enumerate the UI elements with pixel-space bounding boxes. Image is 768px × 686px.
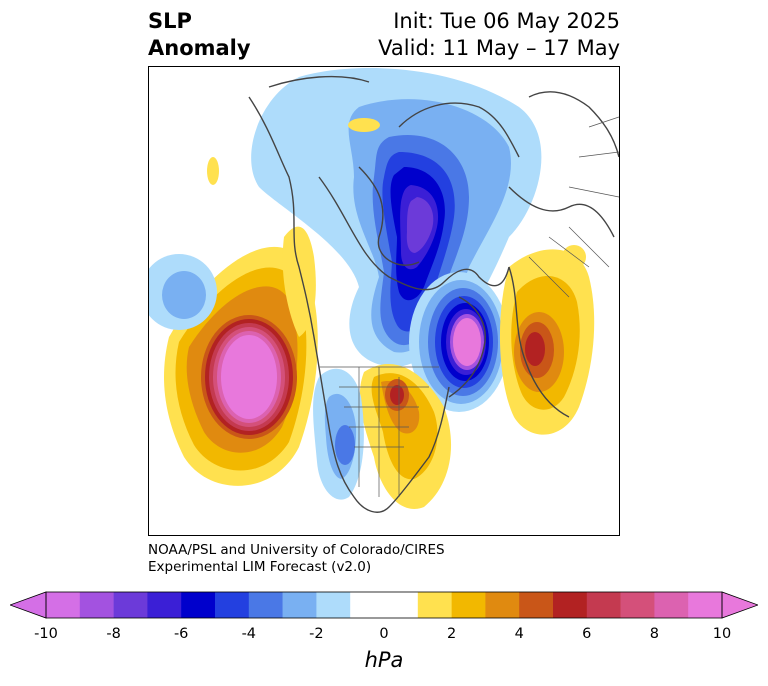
- valid-date-label: Valid: 11 May – 17 May: [378, 36, 620, 60]
- colorbar-bin: [654, 592, 689, 618]
- colorbar-bin: [181, 592, 216, 618]
- colorbar-tick-label: 0: [379, 626, 389, 642]
- colorbar-bin: [46, 592, 81, 618]
- colorbar-tick-label: 10: [712, 626, 732, 642]
- colorbar-bin: [688, 592, 723, 618]
- colorbar: [10, 591, 758, 619]
- credit-line-1: NOAA/PSL and University of Colorado/CIRE…: [148, 542, 445, 558]
- europe-high: [499, 249, 595, 435]
- colorbar-tick-label: 2: [446, 626, 457, 642]
- title-line-slp: SLP: [148, 9, 192, 33]
- credit-text: NOAA/PSL and University of Colorado/CIRE…: [148, 542, 445, 576]
- colorbar-tick-label: -10: [34, 626, 58, 642]
- central-us-low: [313, 368, 364, 500]
- credit-line-2: Experimental LIM Forecast (v2.0): [148, 559, 372, 575]
- colorbar-tick-label: -6: [173, 626, 189, 642]
- title-line-anomaly: Anomaly: [148, 36, 251, 60]
- west-pacific-low: [149, 254, 217, 330]
- colorbar-under-arrow: [10, 591, 47, 619]
- colorbar-ticks: -10 -8 -6 -4 -2 0 2 4 6 8 10: [0, 626, 768, 646]
- colorbar-bin: [350, 592, 419, 618]
- map-canvas: [149, 68, 619, 513]
- colorbar-tick-label: -2: [309, 626, 324, 642]
- colorbar-tick-label: 8: [649, 626, 660, 642]
- colorbar-bin: [248, 592, 283, 618]
- forecast-dates: Init: Tue 06 May 2025 Valid: 11 May – 17…: [378, 8, 620, 62]
- arctic-small-high: [348, 118, 380, 132]
- map-title: SLP Anomaly: [148, 8, 251, 62]
- colorbar-bin: [79, 592, 114, 618]
- init-date-label: Init: Tue 06 May 2025: [393, 9, 620, 33]
- colorbar-bins: [46, 592, 723, 618]
- colorbar-bin: [519, 592, 554, 618]
- colorbar-bin: [485, 592, 520, 618]
- colorbar-bin: [417, 592, 452, 618]
- colorbar-tick-label: 4: [514, 626, 524, 642]
- eastern-us-high: [359, 364, 452, 509]
- colorbar-bin: [586, 592, 621, 618]
- coastlines: [248, 75, 619, 513]
- colorbar-bin: [147, 592, 182, 618]
- colorbar-outline: [45, 591, 723, 619]
- colorbar-bin: [451, 592, 486, 618]
- colorbar-tick-label: -8: [106, 626, 121, 642]
- colorbar-bin: [620, 592, 655, 618]
- slp-anomaly-map: [148, 66, 620, 536]
- colorbar-tick-label: 6: [582, 626, 592, 642]
- colorbar-tick-label: -4: [241, 626, 257, 642]
- colorbar-bin: [553, 592, 588, 618]
- colorbar-unit-label: hPa: [364, 648, 404, 672]
- political-borders: [319, 116, 619, 497]
- colorbar-bin: [113, 592, 148, 618]
- nw-america-high: [282, 226, 316, 337]
- siberia-small-high: [562, 245, 586, 269]
- colorbar-bin: [282, 592, 317, 618]
- labrador-low: [409, 272, 509, 412]
- colorbar-bin: [215, 592, 250, 618]
- aleutian-small-high: [207, 157, 219, 185]
- colorbar-bin: [316, 592, 351, 618]
- colorbar-over-arrow: [721, 591, 758, 619]
